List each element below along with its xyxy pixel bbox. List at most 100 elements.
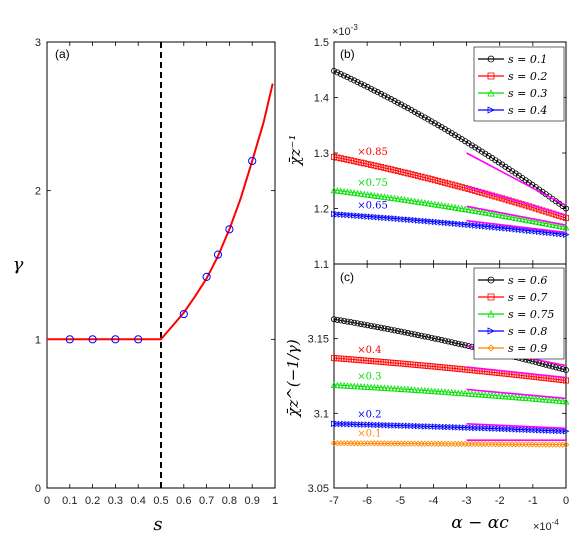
panel-b-series-point [452, 182, 459, 189]
panel-b-series-point [539, 228, 546, 236]
panel-b-series-point [421, 199, 429, 206]
panel-b-series-point [519, 215, 526, 223]
panel-c-series-point [552, 397, 560, 404]
panel-c-xtick-label: -7 [329, 495, 339, 507]
panel-b-legend-label: s = 0.1 [508, 53, 547, 66]
panel-b-series-point [431, 200, 439, 208]
panel-c-series-point [505, 393, 513, 400]
panel-b-series-point [445, 128, 452, 135]
panel-b-series-point [374, 163, 381, 170]
panel-b-series-point [509, 225, 516, 233]
panel-c-series-point [391, 385, 398, 392]
panel-b-series-point [367, 85, 374, 92]
panel-c-series-point [462, 424, 469, 431]
panel-c-series-point [364, 357, 371, 364]
panel-c-series-line [333, 357, 567, 381]
panel-c-fit-line [466, 388, 567, 400]
panel-c-series-point [563, 377, 570, 384]
panel-c-series-point [351, 319, 358, 326]
panel-c-series-point [556, 427, 563, 435]
panel-c-series-point [391, 359, 398, 366]
panel-b-series-line [333, 156, 567, 219]
panel-b-series-point [563, 205, 570, 212]
panel-c-series-point [361, 321, 368, 328]
panel-c-series-point [552, 427, 560, 435]
panel-b-series-point [465, 140, 472, 147]
panel-c-series-point [364, 383, 371, 390]
panel-b-series-point [330, 210, 338, 218]
panel-c-series-point [462, 342, 469, 349]
panel-c-series-point [357, 320, 364, 327]
panel-a-ytick-label: 0 [35, 483, 41, 495]
panel-c-series-point [404, 422, 412, 430]
panel-c-series-point [421, 423, 429, 430]
panel-b-series-point [341, 155, 348, 162]
panel-c-series-point [394, 360, 401, 367]
panel-b-series-point [357, 190, 365, 197]
panel-b-series-point [337, 70, 344, 77]
panel-b-series-point [418, 217, 425, 224]
panel-b-series-point [502, 212, 509, 220]
panel-b-series-point [354, 212, 362, 219]
panel-c-series-point [482, 425, 489, 432]
panel-c-series-point [357, 382, 365, 390]
panel-b-series-point [377, 192, 385, 200]
panel-b-series-point [438, 124, 445, 131]
panel-b-series-point [391, 215, 399, 222]
panel-c-series-point [489, 425, 496, 432]
panel-c-series-point [512, 393, 519, 401]
panel-c-series-point [438, 364, 445, 371]
panel-a-point [179, 309, 188, 319]
panel-b-series-point [341, 211, 348, 219]
panel-b-series-point [515, 215, 523, 222]
panel-b-series-point [421, 114, 428, 121]
panel-b-ytick-label: 1.5 [314, 37, 329, 49]
panel-b-series-point [441, 202, 449, 209]
panel-b-series-point [455, 134, 462, 141]
panel-b-series-point [357, 212, 365, 220]
panel-b-series-point [448, 181, 455, 188]
panel-c-series-point [374, 358, 381, 365]
panel-c-series-point [435, 336, 442, 343]
panel-b-series-point [522, 227, 530, 234]
panel-b-y-exponent: ×10-3 [332, 23, 358, 38]
panel-b-series-point [421, 217, 429, 225]
panel-b-series-point [451, 204, 459, 211]
panel-c-series-point [394, 422, 402, 429]
panel-c-series-point [361, 421, 368, 428]
panel-c-series-point [492, 392, 499, 399]
panel-b-multiplier-label: ×0.65 [357, 201, 388, 212]
panel-c-label: (c) [340, 270, 354, 284]
panel-b-series-point [374, 89, 381, 96]
panel-b-fit-line [466, 185, 567, 216]
panel-a-point [88, 335, 97, 344]
panel-c-series-point [408, 422, 415, 430]
panel-b-series-point [458, 184, 465, 191]
panel-c-series-point [354, 421, 362, 428]
panel-b-series-point [455, 183, 462, 190]
panel-b-series-point [378, 164, 385, 171]
panel-c-xtick-label: -6 [362, 495, 372, 507]
panel-c-series-point [425, 362, 432, 369]
panel-c-series-point [478, 391, 486, 398]
panel-b-series-point [556, 230, 563, 238]
panel-b-series-point [428, 218, 436, 225]
panel-c-series-point [378, 358, 385, 365]
panel-b-series-point [448, 130, 455, 137]
panel-c-series-point [458, 366, 465, 373]
panel-b-series-point [408, 216, 415, 224]
panel-b-series-point [411, 216, 419, 224]
panel-c-series-point [559, 366, 566, 373]
panel-c-series-point [458, 341, 465, 348]
panel-c-series-point [441, 423, 449, 431]
panel-c-series-point [458, 389, 466, 397]
panel-c-series-point [384, 359, 391, 366]
panel-b-series-point [351, 158, 358, 165]
panel-b-legend-label: s = 0.3 [508, 87, 547, 100]
panel-c-series-point [499, 425, 506, 433]
panel-b-ytick-label: 1.4 [314, 93, 329, 105]
panel-b-series-point [374, 213, 382, 221]
panel-b-series-point [378, 214, 385, 221]
panel-b-series-point [445, 219, 452, 227]
panel-c-series-point [492, 425, 499, 432]
